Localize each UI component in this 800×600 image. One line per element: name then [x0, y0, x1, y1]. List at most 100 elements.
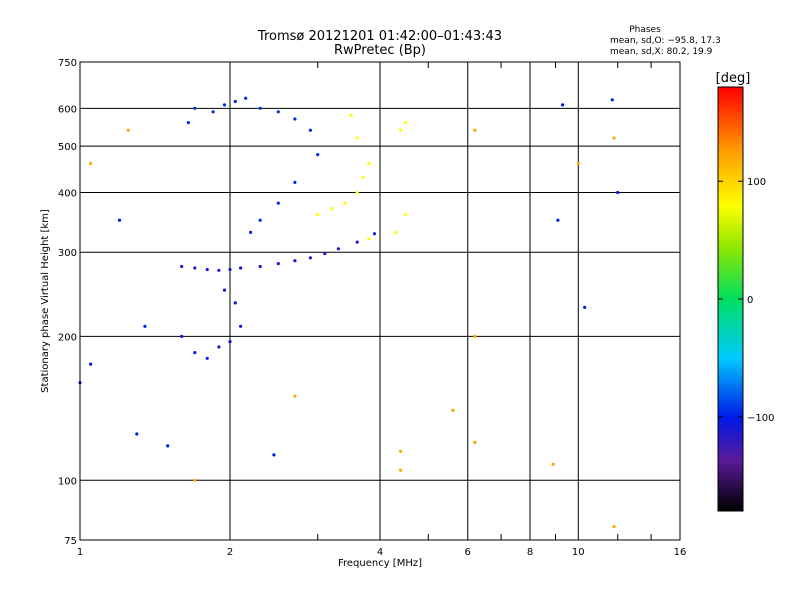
- data-point: [166, 444, 170, 448]
- y-axis-label: Stationary phase Virtual Height [km]: [40, 209, 51, 393]
- data-point: [561, 103, 565, 107]
- y-tick-label: 750: [58, 58, 77, 69]
- data-point: [276, 262, 280, 266]
- data-point: [180, 264, 184, 269]
- data-point: [143, 324, 147, 328]
- plot-frame: [79, 61, 681, 541]
- data-point: [556, 218, 560, 222]
- data-point: [473, 334, 477, 338]
- data-point: [205, 267, 209, 272]
- data-point: [612, 525, 616, 529]
- x-tick-label: 6: [465, 547, 471, 558]
- data-point: [244, 96, 248, 100]
- data-point: [193, 266, 197, 270]
- data-point: [233, 301, 237, 305]
- data-point: [186, 121, 190, 125]
- data-point: [330, 207, 334, 211]
- colorbar-tick-label: 0: [747, 295, 753, 306]
- data-point: [323, 252, 327, 256]
- data-point: [372, 232, 377, 236]
- data-point: [316, 212, 320, 216]
- data-point: [316, 153, 320, 157]
- colorbar-label: [deg]: [716, 71, 751, 86]
- data-point: [473, 440, 477, 444]
- x-tick-label: 4: [377, 547, 383, 558]
- data-point: [394, 230, 398, 234]
- y-tick-label: 500: [58, 142, 77, 153]
- colorbar: [deg] 100 0 −100: [716, 71, 774, 512]
- data-point: [222, 103, 227, 107]
- data-point: [361, 175, 365, 180]
- data-point: [249, 230, 253, 234]
- data-point: [343, 201, 347, 205]
- stats-heading: Phases: [629, 25, 661, 35]
- y-tick-label: 400: [58, 188, 77, 199]
- data-point: [399, 128, 403, 132]
- data-point: [367, 161, 371, 166]
- data-point: [336, 247, 340, 251]
- data-point: [258, 106, 262, 110]
- y-axis-ticks: 75 100 200 300 400 500 600 750: [58, 58, 77, 547]
- data-point: [293, 117, 297, 121]
- data-point: [293, 259, 297, 263]
- data-point: [180, 334, 184, 338]
- data-point: [193, 106, 197, 110]
- data-point: [272, 453, 276, 457]
- data-point: [126, 128, 130, 132]
- data-point: [228, 267, 232, 272]
- x-tick-label: 16: [674, 547, 687, 558]
- data-point: [135, 432, 139, 436]
- data-points: [78, 96, 620, 529]
- data-point: [403, 212, 408, 216]
- data-point: [222, 288, 227, 292]
- data-point: [193, 351, 197, 355]
- x-tick-label: 8: [527, 547, 533, 558]
- data-point: [451, 408, 455, 412]
- chart-title: Tromsø 20121201 01:42:00–01:43:43: [257, 29, 502, 44]
- stats-x-mode: mean, sd,X: 80.2, 19.9: [610, 47, 713, 57]
- x-tick-label: 1: [77, 547, 83, 558]
- data-point: [205, 356, 209, 360]
- data-point: [399, 468, 403, 472]
- y-tick-label: 100: [58, 476, 77, 487]
- colorbar-ticks: 100 0 −100: [718, 177, 774, 424]
- data-point: [217, 345, 221, 349]
- data-point: [355, 240, 359, 244]
- data-point: [276, 110, 280, 114]
- data-point: [89, 362, 93, 366]
- data-point: [399, 449, 403, 453]
- colorbar-tick-label: −100: [747, 413, 774, 424]
- y-tick-label: 200: [58, 332, 77, 343]
- data-point: [612, 136, 616, 140]
- data-point: [89, 161, 93, 166]
- data-point: [308, 256, 312, 260]
- data-point: [551, 462, 555, 466]
- data-point: [355, 190, 359, 195]
- data-point: [293, 394, 297, 398]
- colorbar-tick-label: 100: [747, 177, 766, 188]
- stats-o-mode: mean, sd,O: −95.8, 17.3: [610, 36, 721, 46]
- data-point: [583, 305, 587, 309]
- data-point: [239, 324, 243, 328]
- data-point: [233, 99, 237, 104]
- data-point: [217, 268, 221, 272]
- y-tick-label: 300: [58, 248, 77, 259]
- data-point: [228, 340, 232, 344]
- y-tick-label: 600: [58, 104, 77, 115]
- data-point: [276, 201, 280, 205]
- data-point: [258, 264, 262, 269]
- x-tick-label: 2: [227, 547, 233, 558]
- data-point: [367, 237, 371, 241]
- data-point: [239, 266, 243, 270]
- data-point: [193, 478, 197, 482]
- grid-lines: [79, 61, 681, 541]
- chart-subtitle: RwPretec (Bp): [334, 43, 426, 58]
- data-point: [293, 180, 297, 184]
- data-point: [211, 110, 215, 114]
- x-tick-label: 10: [572, 547, 585, 558]
- data-point: [610, 98, 614, 102]
- x-axis-ticks: 1 2 4 6 8 10 16: [77, 62, 687, 558]
- data-point: [117, 218, 122, 222]
- data-point: [403, 121, 408, 125]
